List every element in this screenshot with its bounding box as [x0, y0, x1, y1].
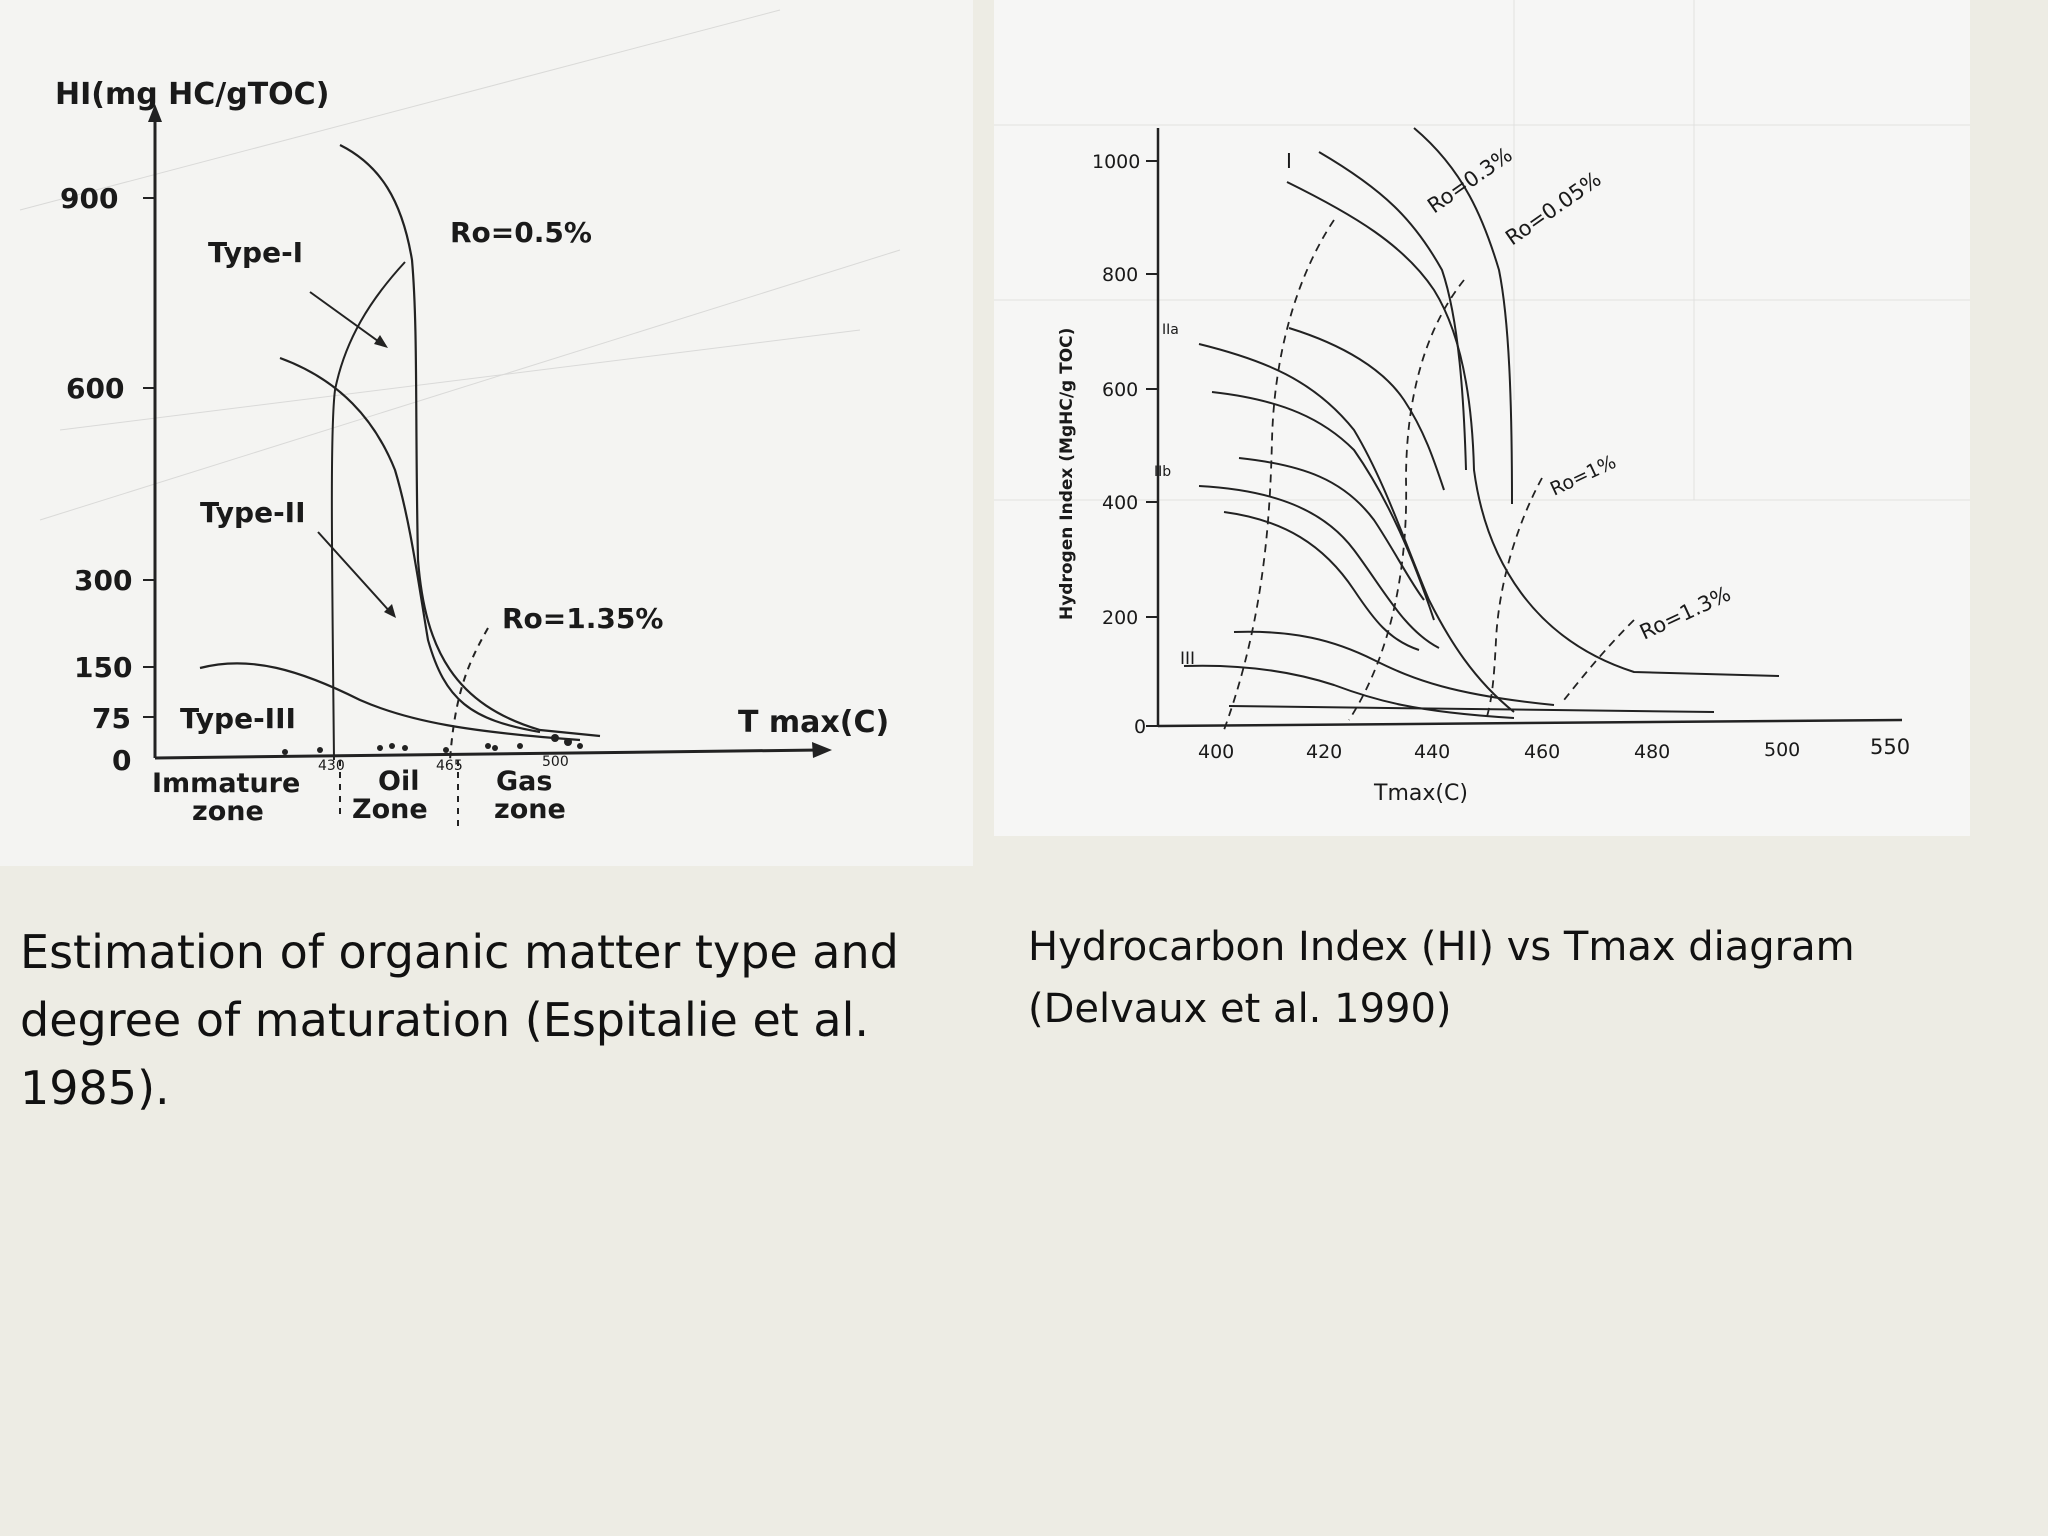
curve-type-iib-2 — [1238, 457, 1425, 601]
curve-type-iii-2 — [1233, 630, 1555, 706]
x-tick-label: 480 — [1634, 741, 1670, 763]
x-tick-label: 420 — [1306, 741, 1342, 763]
x-tick-label: 500 — [1764, 739, 1800, 761]
caption-line: 1985). — [20, 1061, 170, 1115]
isoline-label-ro-1-3: Ro=1.3% — [1636, 582, 1734, 645]
x-tick-label: 460 — [1524, 741, 1560, 763]
y-axis-arrow — [148, 104, 162, 122]
curve-label-type-iii: Type-III — [180, 702, 296, 735]
y-tick-label: 150 — [74, 651, 132, 684]
y-tick-label: 400 — [1102, 492, 1138, 514]
x-axis — [1157, 718, 1903, 728]
x-tick-label: 430 — [318, 758, 345, 774]
type-ii-pointer-arrow — [317, 531, 393, 615]
x-axis-label: Tmax(C) — [1373, 781, 1468, 806]
isoline-ro-0-3 — [1223, 219, 1335, 731]
zone-label-gas: Gas — [496, 766, 552, 797]
data-dots — [282, 734, 583, 755]
curve-label-i: I — [1286, 149, 1292, 173]
isoline-label-ro-1: Ro=1% — [1547, 451, 1620, 501]
isoline-label-ro-0-05: Ro=0.05% — [1501, 167, 1606, 250]
delvaux-figure: 1000 800 600 400 200 0 400 420 440 460 4… — [994, 0, 1970, 836]
x-tick-label: 400 — [1198, 741, 1234, 763]
y-axis-label: HI(mg HC/gTOC) — [55, 77, 329, 112]
isoline-label-ro-0-3: Ro=0.3% — [1423, 143, 1517, 219]
x-axis-arrow — [812, 742, 832, 758]
curve-type-iia-3 — [1211, 391, 1435, 621]
caption-line: Hydrocarbon Index (HI) vs Tmax diagram — [1028, 924, 1855, 970]
curve-type-iii — [199, 662, 581, 742]
curve-label-type-i: Type-I — [208, 236, 303, 269]
isoline-ro-1 — [1485, 477, 1543, 721]
x-tick-label: 440 — [1414, 741, 1450, 763]
type-i-pointer-arrow — [309, 291, 383, 345]
espitalie-figure: HI(mg HC/gTOC) 900 600 300 150 75 0 430 … — [0, 0, 973, 866]
x-axis — [154, 748, 821, 760]
isoline-label-ro-0-5: Ro=0.5% — [450, 216, 592, 249]
curve-type-iia — [1198, 343, 1515, 713]
y-axis-label: Hydrogen Index (MgHC/g TOC) — [1057, 328, 1077, 620]
y-tick-label: 900 — [60, 182, 118, 215]
zone-label-gas: zone — [494, 794, 566, 825]
delvaux-chart: 1000 800 600 400 200 0 400 420 440 460 4… — [994, 0, 1970, 806]
x-axis-label: T max(C) — [738, 705, 889, 740]
curve-type-i-inner — [1318, 151, 1467, 471]
zone-label-oil: Oil — [378, 766, 419, 797]
caption-espitalie: Estimation of organic matter type and de… — [20, 918, 940, 1122]
curve-type-i — [1286, 181, 1780, 677]
y-tick-label: 300 — [74, 564, 132, 597]
y-tick-label: 75 — [92, 702, 131, 735]
curve-label-iia: IIa — [1162, 322, 1179, 338]
curve-type-iia-2 — [1288, 327, 1445, 491]
isoline-ro-1-3 — [1563, 619, 1635, 701]
curve-type-i-upper — [1413, 127, 1513, 505]
espitalie-chart: HI(mg HC/gTOC) 900 600 300 150 75 0 430 … — [19, 9, 901, 830]
curve-type-i — [339, 144, 601, 738]
y-tick-label: 800 — [1102, 264, 1138, 286]
type-i-pointer-arrowhead — [374, 335, 388, 348]
x-tick-label: 500 — [542, 754, 569, 770]
type-ii-pointer-arrowhead — [384, 604, 396, 618]
isoline-ro-1-35 — [449, 627, 489, 761]
y-tick-label: 200 — [1102, 607, 1138, 629]
isoline-label-ro-1-35: Ro=1.35% — [502, 602, 663, 635]
y-tick-label: 600 — [1102, 379, 1138, 401]
y-tick-label: 0 — [1134, 716, 1146, 738]
x-tick-label: 550 — [1870, 735, 1910, 759]
curve-type-iib — [1198, 485, 1440, 649]
y-tick-label: 0 — [112, 744, 131, 777]
caption-delvaux: Hydrocarbon Index (HI) vs Tmax diagram (… — [1028, 916, 1928, 1040]
background-watermark — [994, 0, 1970, 501]
zone-label-immature: Immature — [152, 768, 300, 799]
background-watermark — [19, 9, 901, 521]
curve-label-type-ii: Type-II — [200, 496, 306, 529]
x-tick-label: 465 — [436, 758, 463, 774]
y-tick-label: 600 — [66, 372, 124, 405]
zone-label-oil: Zone — [352, 794, 428, 825]
caption-line: Estimation of organic matter type and — [20, 925, 899, 979]
zone-label-immature: zone — [192, 796, 264, 827]
caption-line: (Delvaux et al. 1990) — [1028, 986, 1452, 1032]
curve-label-iib: IIb — [1154, 464, 1171, 480]
isoline-ro-0-5 — [330, 261, 406, 761]
caption-line: degree of maturation (Espitalie et al. — [20, 993, 870, 1047]
curve-baseline — [1228, 705, 1715, 713]
isoline-ro-0-05 — [1348, 279, 1465, 721]
y-tick-label: 1000 — [1092, 151, 1140, 173]
curve-type-ii — [279, 356, 541, 734]
curve-label-iii: III — [1180, 649, 1195, 669]
curve-type-iii — [1183, 664, 1515, 719]
